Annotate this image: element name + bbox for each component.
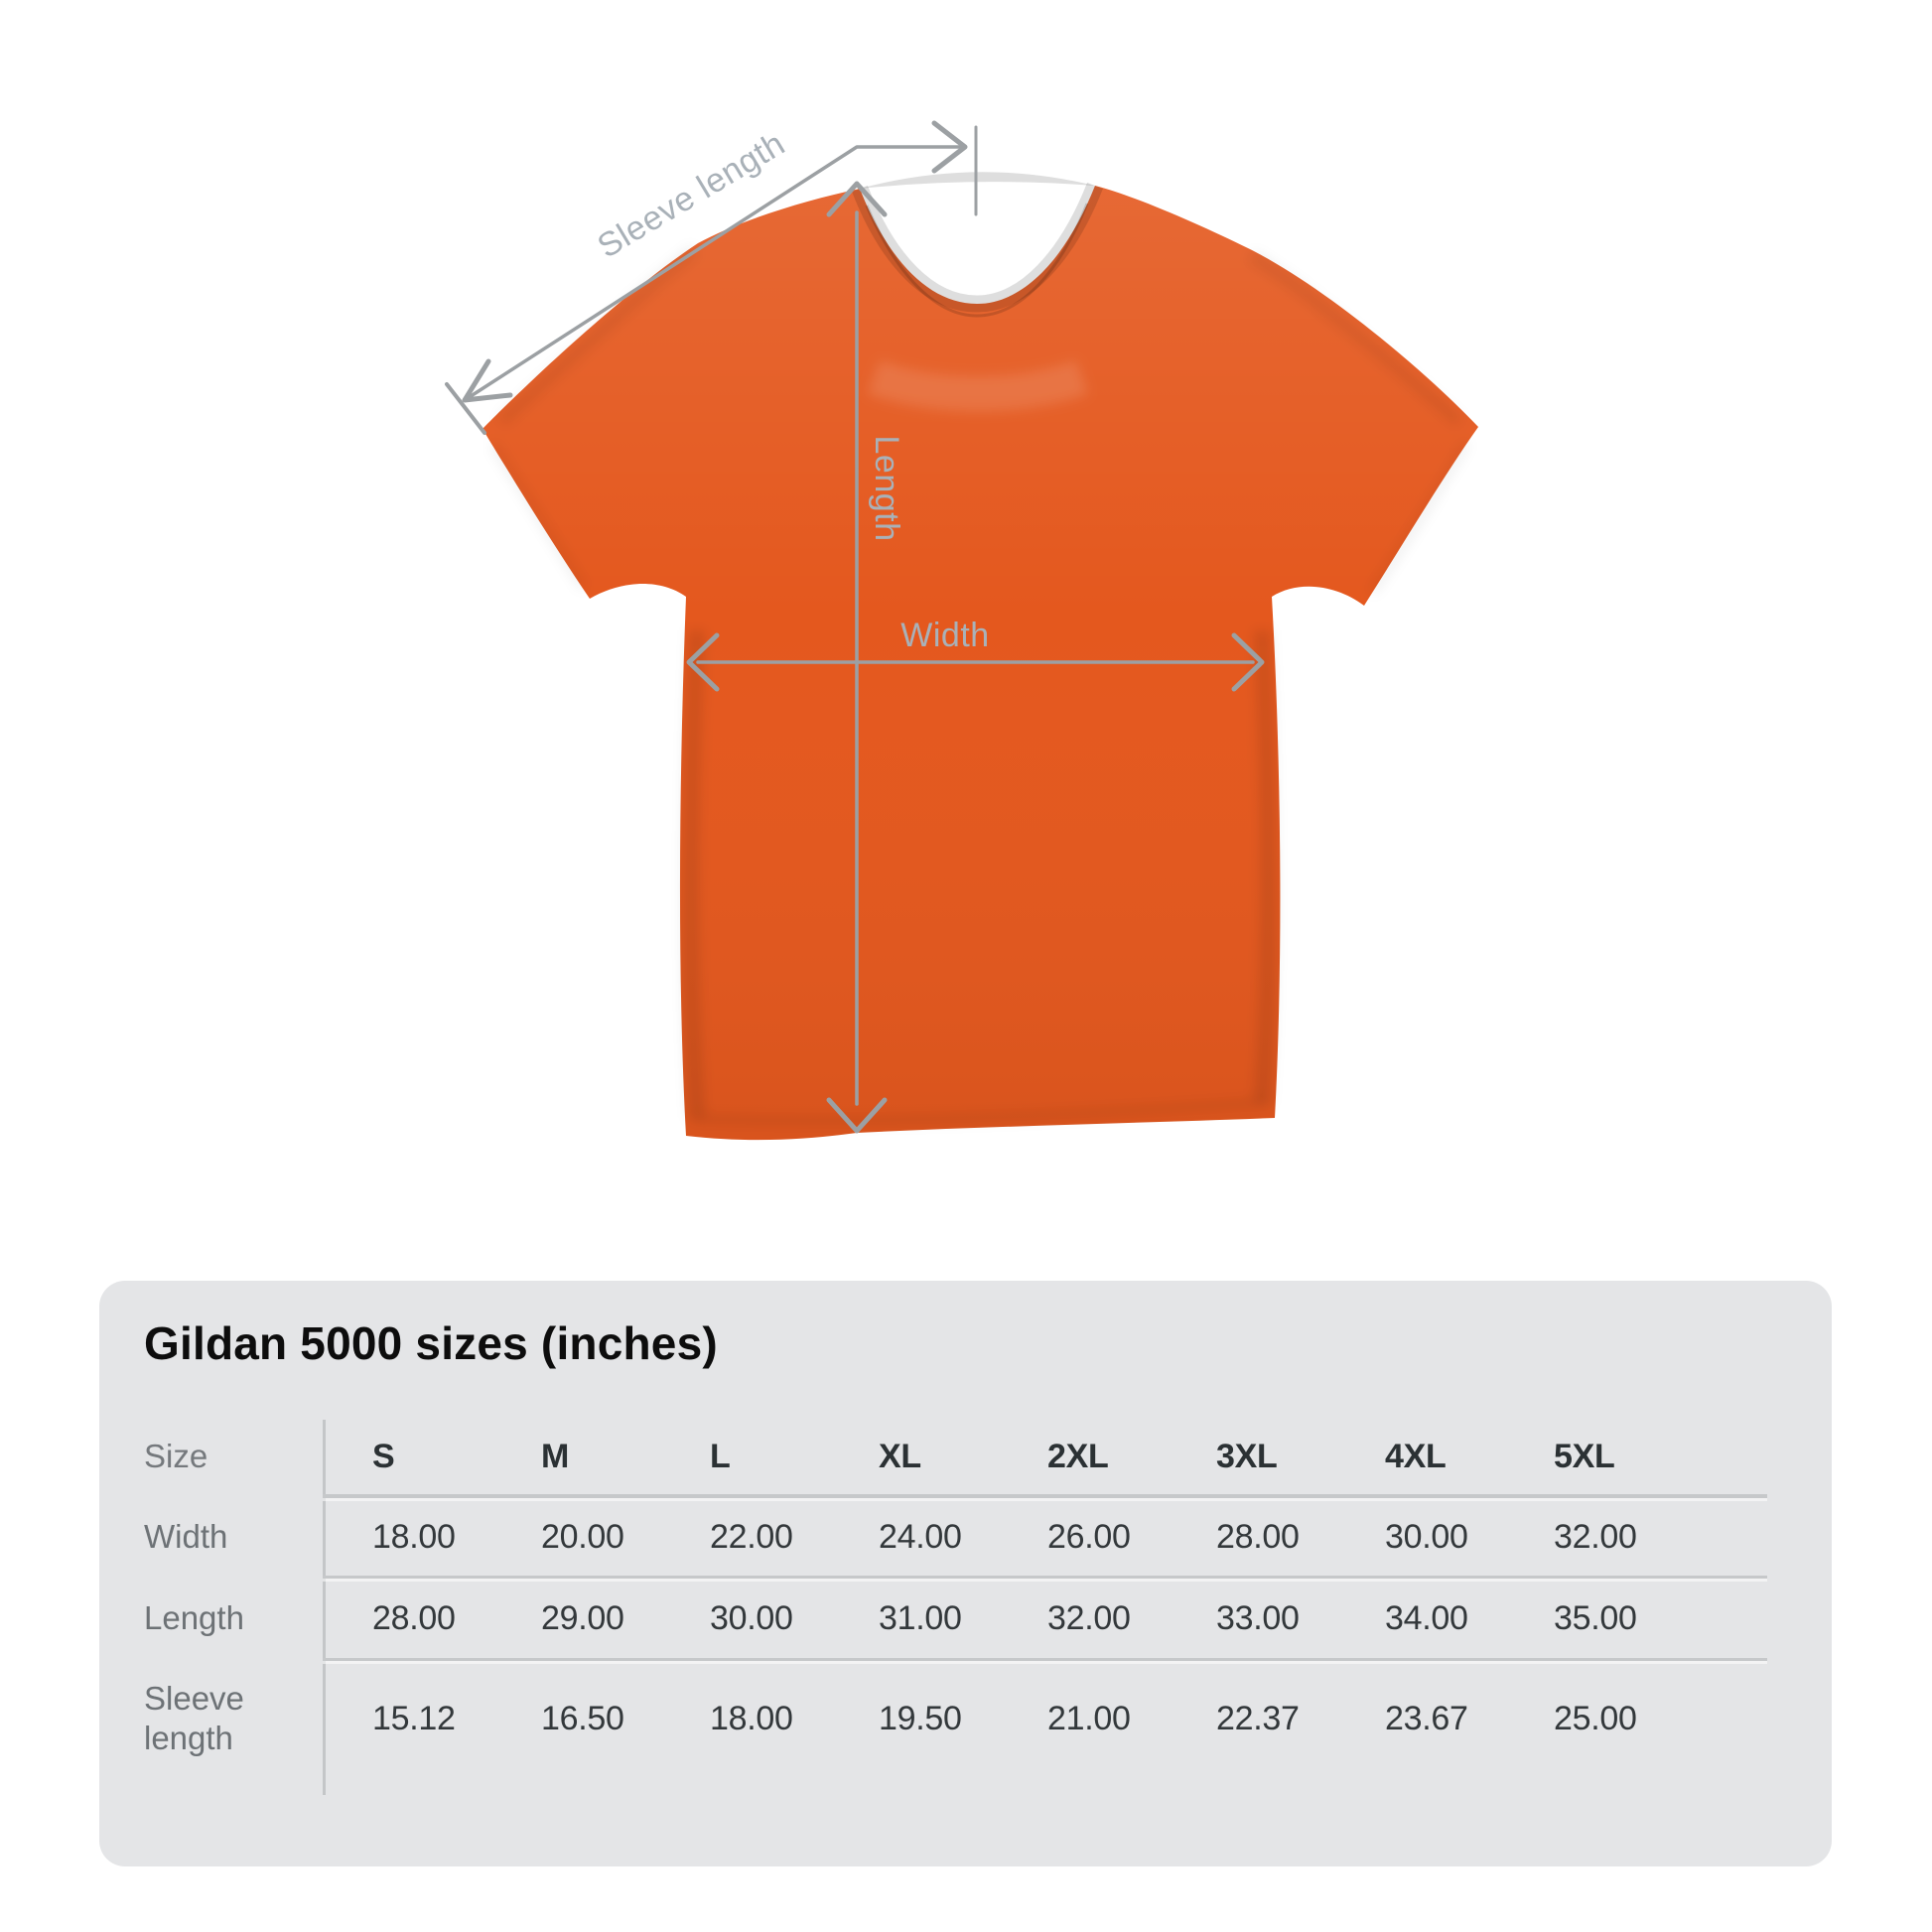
col-header-5xl: 5XL bbox=[1554, 1437, 1615, 1475]
cell-value: 20.00 bbox=[541, 1517, 624, 1556]
tshirt-creases bbox=[490, 245, 1469, 1125]
sleeve-arrow-right-icon bbox=[931, 120, 968, 174]
size-corner-label: Size bbox=[144, 1438, 208, 1474]
tshirt-collar-band bbox=[852, 182, 1103, 313]
cell-value: 19.50 bbox=[879, 1699, 962, 1737]
size-chart-title: Gildan 5000 sizes (inches) bbox=[144, 1317, 718, 1369]
cell-value: 31.00 bbox=[879, 1598, 962, 1637]
cell-value: 28.00 bbox=[1216, 1517, 1300, 1556]
cell-value: 18.00 bbox=[372, 1517, 456, 1556]
cell-value: 22.37 bbox=[1216, 1699, 1300, 1737]
width-arrow-right-icon bbox=[1231, 632, 1265, 692]
cell-value: 15.12 bbox=[372, 1699, 456, 1737]
col-header-m: M bbox=[541, 1437, 570, 1475]
cell-value: 29.00 bbox=[541, 1598, 624, 1637]
table-separator-3 bbox=[323, 1658, 1767, 1661]
measurement-lines bbox=[445, 120, 1265, 1134]
cell-value: 22.00 bbox=[710, 1517, 793, 1556]
col-header-xl: XL bbox=[879, 1437, 921, 1475]
cell-value: 32.00 bbox=[1554, 1517, 1637, 1556]
col-header-s: S bbox=[372, 1437, 395, 1475]
sleeve-length-line bbox=[463, 145, 963, 402]
table-row-sleeve-length: Sleeve length 15.12 16.50 18.00 19.50 21… bbox=[144, 1664, 1723, 1773]
cell-value: 23.67 bbox=[1385, 1699, 1468, 1737]
row-label: Sleeve length bbox=[144, 1680, 244, 1756]
col-header-l: L bbox=[710, 1437, 731, 1475]
tshirt-collar-seam bbox=[865, 203, 1089, 318]
cell-value: 33.00 bbox=[1216, 1598, 1300, 1637]
width-label: Width bbox=[900, 617, 989, 654]
cell-value: 16.50 bbox=[541, 1699, 624, 1737]
cell-value: 24.00 bbox=[879, 1517, 962, 1556]
cell-value: 34.00 bbox=[1385, 1598, 1468, 1637]
width-arrow-left-icon bbox=[686, 632, 720, 692]
cell-value: 18.00 bbox=[710, 1699, 793, 1737]
cell-value: 35.00 bbox=[1554, 1598, 1637, 1637]
table-row-length: Length 28.00 29.00 30.00 31.00 32.00 33.… bbox=[144, 1581, 1723, 1656]
table-column-divider bbox=[323, 1420, 326, 1795]
table-header-row: Size S M L XL 2XL 3XL 4XL 5XL bbox=[144, 1420, 1723, 1493]
col-header-4xl: 4XL bbox=[1385, 1437, 1447, 1475]
sleeve-arrow-diagonal-icon bbox=[462, 358, 513, 403]
cell-value: 30.00 bbox=[1385, 1517, 1468, 1556]
table-row-width: Width 18.00 20.00 22.00 24.00 26.00 28.0… bbox=[144, 1499, 1723, 1575]
tshirt-measurement-diagram: Sleeve length Length Width bbox=[445, 120, 1478, 1141]
length-arrow-up-icon bbox=[826, 181, 888, 217]
cell-value: 28.00 bbox=[372, 1598, 456, 1637]
cell-value: 21.00 bbox=[1047, 1699, 1131, 1737]
length-arrow-down-icon bbox=[826, 1097, 888, 1134]
size-chart-card: Gildan 5000 sizes (inches) Size S M L XL… bbox=[99, 1281, 1832, 1866]
cell-value: 25.00 bbox=[1554, 1699, 1637, 1737]
sleeve-cuff-tick bbox=[445, 382, 486, 435]
cell-value: 32.00 bbox=[1047, 1598, 1131, 1637]
length-label: Length bbox=[868, 436, 905, 542]
row-label: Width bbox=[144, 1518, 228, 1556]
col-header-3xl: 3XL bbox=[1216, 1437, 1278, 1475]
cell-value: 30.00 bbox=[710, 1598, 793, 1637]
row-label: Length bbox=[144, 1599, 244, 1637]
cell-value: 26.00 bbox=[1047, 1517, 1131, 1556]
col-header-2xl: 2XL bbox=[1047, 1437, 1109, 1475]
tshirt-graphic bbox=[483, 172, 1478, 1141]
table-separator-1 bbox=[323, 1494, 1767, 1498]
table-separator-2 bbox=[323, 1576, 1767, 1579]
